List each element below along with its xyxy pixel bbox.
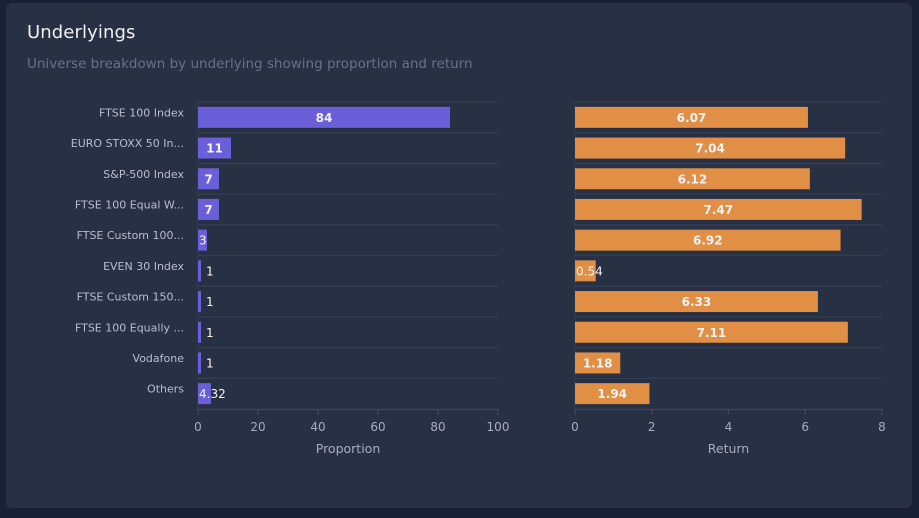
- proportion-value-label: 1: [206, 326, 214, 340]
- proportion-bar: [198, 260, 201, 282]
- proportion-value-label: 7: [204, 172, 212, 186]
- proportion-value-label: 11: [206, 142, 223, 156]
- proportion-x-tick-label: 80: [430, 420, 445, 434]
- proportion-value-label: 1: [206, 295, 214, 309]
- return-bar: [575, 198, 862, 220]
- return-bar: [575, 260, 596, 282]
- proportion-value-label: 1: [206, 356, 214, 370]
- return-value-label: 0.54: [576, 264, 603, 278]
- return-value-label: 6.12: [678, 172, 708, 186]
- return-x-tick-label: 8: [878, 420, 886, 434]
- proportion-bar: [198, 321, 201, 343]
- proportion-x-axis-title: Proportion: [316, 441, 381, 456]
- return-x-tick-label: 4: [725, 420, 733, 434]
- return-x-tick-label: 2: [648, 420, 656, 434]
- return-value-label: 1.94: [597, 387, 627, 401]
- proportion-bar: [198, 229, 207, 251]
- category-label: FTSE 100 Equal W...: [75, 198, 184, 211]
- proportion-value-label: 7: [204, 203, 212, 217]
- proportion-x-tick-label: 60: [370, 420, 385, 434]
- return-value-label: 1.18: [583, 356, 613, 370]
- return-bar: [575, 352, 621, 374]
- return-bar: [575, 106, 808, 128]
- category-label: FTSE 100 Equally ...: [75, 321, 184, 334]
- return-value-label: 7.04: [695, 142, 725, 156]
- proportion-bar: [198, 383, 211, 405]
- proportion-value-label: 4.32: [199, 387, 226, 401]
- return-x-tick-label: 0: [571, 420, 579, 434]
- return-value-label: 6.92: [693, 234, 723, 248]
- proportion-value-label: 84: [316, 111, 333, 125]
- card-title: Underlyings: [27, 22, 136, 43]
- proportion-x-tick-label: 0: [194, 420, 202, 434]
- return-x-tick-label: 6: [801, 420, 809, 434]
- proportion-x-tick-label: 40: [310, 420, 325, 434]
- category-label: Others: [147, 383, 184, 396]
- category-label: FTSE Custom 150...: [77, 291, 184, 304]
- category-label: S&P-500 Index: [103, 168, 184, 181]
- return-bar: [575, 229, 841, 251]
- return-value-label: 7.11: [697, 326, 727, 340]
- return-bar: [575, 291, 818, 313]
- proportion-bar: [198, 106, 450, 128]
- return-bar: [575, 383, 650, 405]
- proportion-bar: [198, 198, 219, 220]
- proportion-bar: [198, 291, 201, 313]
- proportion-bar: [198, 352, 201, 374]
- proportion-x-tick-label: 20: [250, 420, 265, 434]
- category-label: EURO STOXX 50 In...: [71, 137, 184, 150]
- card-subtitle: Universe breakdown by underlying showing…: [27, 56, 473, 72]
- category-label: FTSE 100 Index: [99, 106, 185, 119]
- return-x-axis-title: Return: [708, 441, 749, 456]
- return-value-label: 7.47: [704, 203, 734, 217]
- return-bar: [575, 168, 810, 190]
- proportion-bar: [198, 137, 231, 159]
- category-label: EVEN 30 Index: [103, 260, 184, 273]
- return-value-label: 6.07: [677, 111, 707, 125]
- proportion-bar: [198, 168, 219, 190]
- category-label: FTSE Custom 100...: [77, 229, 184, 242]
- return-value-label: 6.33: [682, 295, 712, 309]
- return-bar: [575, 321, 848, 343]
- proportion-value-label: 1: [206, 264, 214, 278]
- proportion-x-tick-label: 100: [487, 420, 510, 434]
- category-label: Vodafone: [133, 352, 185, 365]
- return-bar: [575, 137, 846, 159]
- proportion-value-label: 3: [199, 234, 207, 248]
